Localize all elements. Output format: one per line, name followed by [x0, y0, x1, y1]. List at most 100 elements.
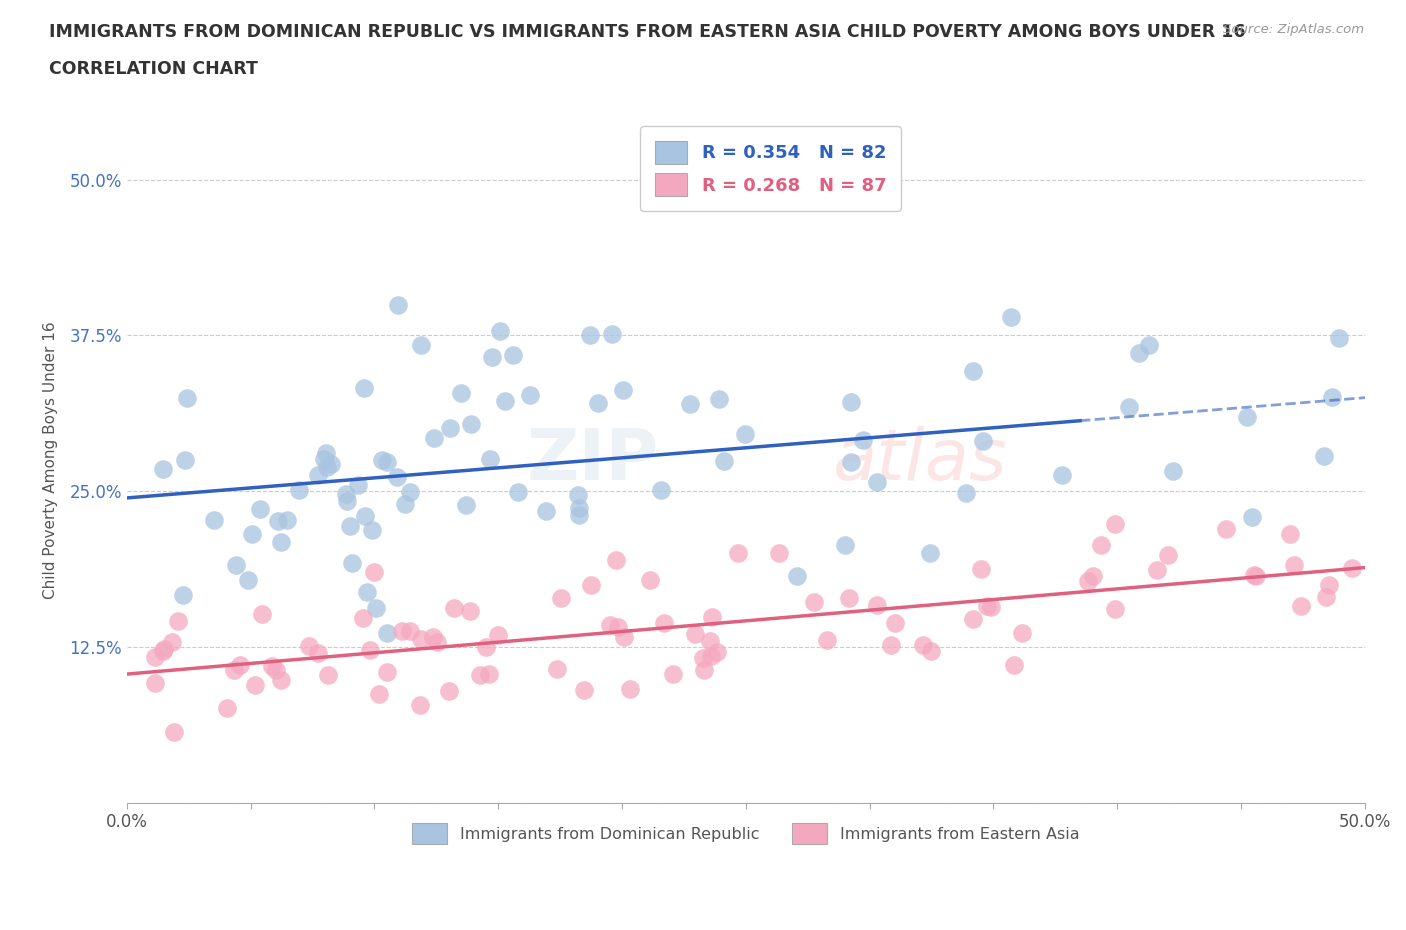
Point: [1327, 331, 1350, 346]
Point: [1050, 467, 1073, 482]
Point: [364, 601, 387, 616]
Point: [815, 632, 838, 647]
Point: [423, 431, 446, 445]
Point: [1284, 558, 1306, 573]
Point: [1128, 345, 1150, 360]
Point: [600, 326, 623, 341]
Point: [852, 432, 875, 447]
Point: [1313, 448, 1336, 463]
Point: [229, 658, 252, 672]
Point: [456, 498, 478, 512]
Point: [700, 648, 723, 663]
Point: [391, 624, 413, 639]
Point: [1104, 602, 1126, 617]
Point: [519, 388, 541, 403]
Point: [152, 644, 174, 658]
Point: [339, 519, 361, 534]
Point: [839, 455, 862, 470]
Point: [640, 573, 662, 588]
Point: [470, 668, 492, 683]
Point: [866, 474, 889, 489]
Point: [225, 557, 247, 572]
Point: [375, 455, 398, 470]
Point: [176, 391, 198, 405]
Point: [143, 675, 166, 690]
Point: [1000, 310, 1022, 325]
Point: [166, 613, 188, 628]
Point: [353, 509, 375, 524]
Point: [315, 459, 337, 474]
Point: [163, 724, 186, 739]
Point: [1289, 599, 1312, 614]
Point: [612, 383, 634, 398]
Point: [619, 682, 641, 697]
Point: [270, 535, 292, 550]
Point: [1077, 574, 1099, 589]
Point: [422, 630, 444, 644]
Point: [360, 523, 382, 538]
Point: [962, 612, 984, 627]
Point: [143, 650, 166, 665]
Point: [1317, 578, 1340, 592]
Point: [920, 644, 942, 658]
Point: [962, 363, 984, 378]
Point: [240, 526, 263, 541]
Point: [319, 457, 342, 472]
Point: [443, 600, 465, 615]
Point: [437, 684, 460, 698]
Point: [1315, 590, 1337, 604]
Point: [727, 546, 749, 561]
Point: [458, 604, 481, 618]
Point: [579, 578, 602, 592]
Point: [1118, 399, 1140, 414]
Point: [352, 610, 374, 625]
Point: [399, 623, 422, 638]
Point: [662, 666, 685, 681]
Point: [312, 452, 335, 467]
Point: [264, 662, 287, 677]
Legend: Immigrants from Dominican Republic, Immigrants from Eastern Asia: Immigrants from Dominican Republic, Immi…: [399, 810, 1092, 857]
Point: [249, 502, 271, 517]
Point: [709, 392, 731, 406]
Point: [572, 683, 595, 698]
Point: [478, 451, 501, 466]
Point: [276, 512, 298, 527]
Point: [1081, 568, 1104, 583]
Point: [972, 433, 994, 448]
Point: [409, 338, 432, 352]
Point: [693, 662, 716, 677]
Point: [236, 573, 259, 588]
Point: [489, 323, 512, 338]
Point: [481, 350, 503, 365]
Point: [478, 666, 501, 681]
Point: [353, 380, 375, 395]
Point: [409, 631, 432, 646]
Point: [734, 427, 756, 442]
Point: [340, 555, 363, 570]
Point: [578, 327, 600, 342]
Point: [768, 546, 790, 561]
Point: [1215, 522, 1237, 537]
Point: [398, 485, 420, 499]
Point: [267, 514, 290, 529]
Point: [567, 487, 589, 502]
Point: [1340, 560, 1362, 575]
Point: [838, 591, 860, 605]
Point: [1236, 409, 1258, 424]
Point: [307, 468, 329, 483]
Point: [550, 591, 572, 606]
Point: [1243, 567, 1265, 582]
Point: [841, 394, 863, 409]
Point: [371, 452, 394, 467]
Point: [803, 594, 825, 609]
Point: [546, 661, 568, 676]
Point: [298, 639, 321, 654]
Point: [1137, 338, 1160, 352]
Point: [955, 485, 977, 500]
Text: IMMIGRANTS FROM DOMINICAN REPUBLIC VS IMMIGRANTS FROM EASTERN ASIA CHILD POVERTY: IMMIGRANTS FROM DOMINICAN REPUBLIC VS IM…: [49, 23, 1246, 41]
Point: [439, 420, 461, 435]
Point: [980, 600, 1002, 615]
Point: [450, 385, 472, 400]
Point: [250, 606, 273, 621]
Point: [426, 634, 449, 649]
